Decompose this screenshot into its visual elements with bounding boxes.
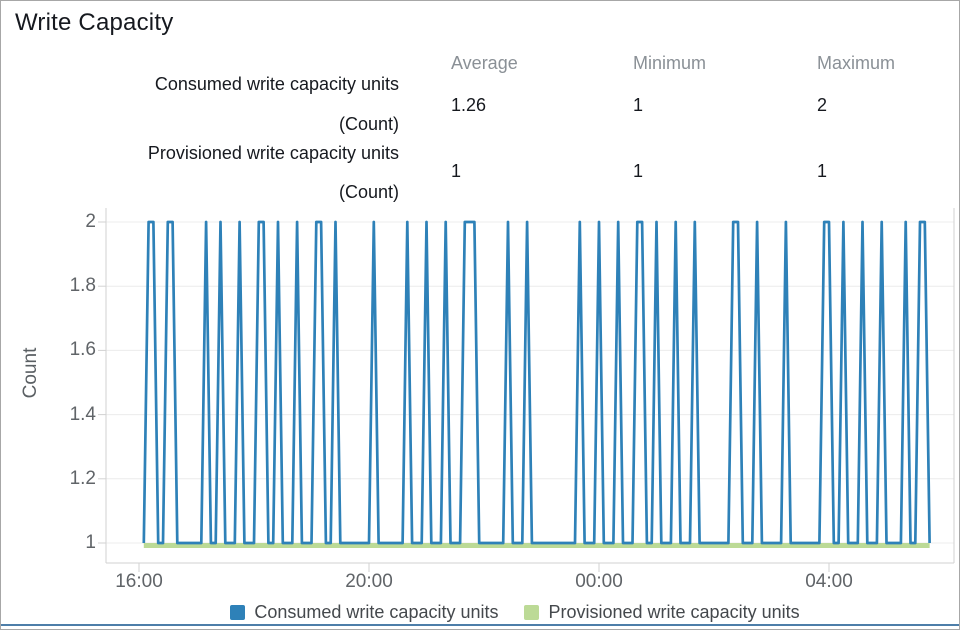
y-tick-label: 1.8 bbox=[69, 275, 96, 297]
stats-header-minimum: Minimum bbox=[633, 53, 707, 73]
provisioned-row-unit: (Count) bbox=[338, 182, 399, 202]
legend-label: Consumed write capacity units bbox=[254, 602, 499, 622]
bottom-divider bbox=[1, 624, 959, 626]
provisioned-minimum: 1 bbox=[633, 161, 644, 181]
consumed-row-label: Consumed write capacity units bbox=[154, 74, 399, 94]
page-title: Write Capacity bbox=[15, 9, 174, 36]
legend-label: Provisioned write capacity units bbox=[548, 602, 800, 622]
x-tick-label: 16:00 bbox=[115, 571, 163, 592]
provisioned-average: 1 bbox=[451, 161, 462, 181]
legend-item[interactable]: Provisioned write capacity units bbox=[524, 602, 800, 623]
y-tick-label: 1.6 bbox=[69, 339, 96, 361]
consumed-average: 1.26 bbox=[451, 95, 487, 115]
legend-swatch-icon bbox=[230, 605, 246, 620]
x-tick-label: 20:00 bbox=[345, 571, 393, 592]
x-tick-label: 04:00 bbox=[805, 571, 853, 592]
provisioned-row-label: Provisioned write capacity units bbox=[147, 143, 399, 163]
chart-legend: Consumed write capacity units Provisioned… bbox=[1, 602, 959, 623]
y-tick-label: 2 bbox=[85, 211, 96, 232]
legend-item[interactable]: Consumed write capacity units bbox=[230, 602, 498, 623]
consumed-minimum: 1 bbox=[633, 95, 644, 115]
stats-header-average: Average bbox=[451, 53, 518, 73]
consumed-maximum: 2 bbox=[817, 95, 828, 115]
stats-header-maximum: Maximum bbox=[817, 53, 896, 73]
y-tick-label: 1.4 bbox=[69, 403, 96, 425]
consumed-series-line bbox=[142, 220, 931, 545]
legend-swatch-icon bbox=[524, 605, 540, 620]
y-tick-label: 1.2 bbox=[69, 467, 96, 489]
provisioned-maximum: 1 bbox=[817, 161, 828, 181]
x-tick-label: 00:00 bbox=[575, 571, 623, 592]
y-tick-label: 1 bbox=[85, 532, 96, 553]
consumed-row-unit: (Count) bbox=[338, 114, 399, 134]
